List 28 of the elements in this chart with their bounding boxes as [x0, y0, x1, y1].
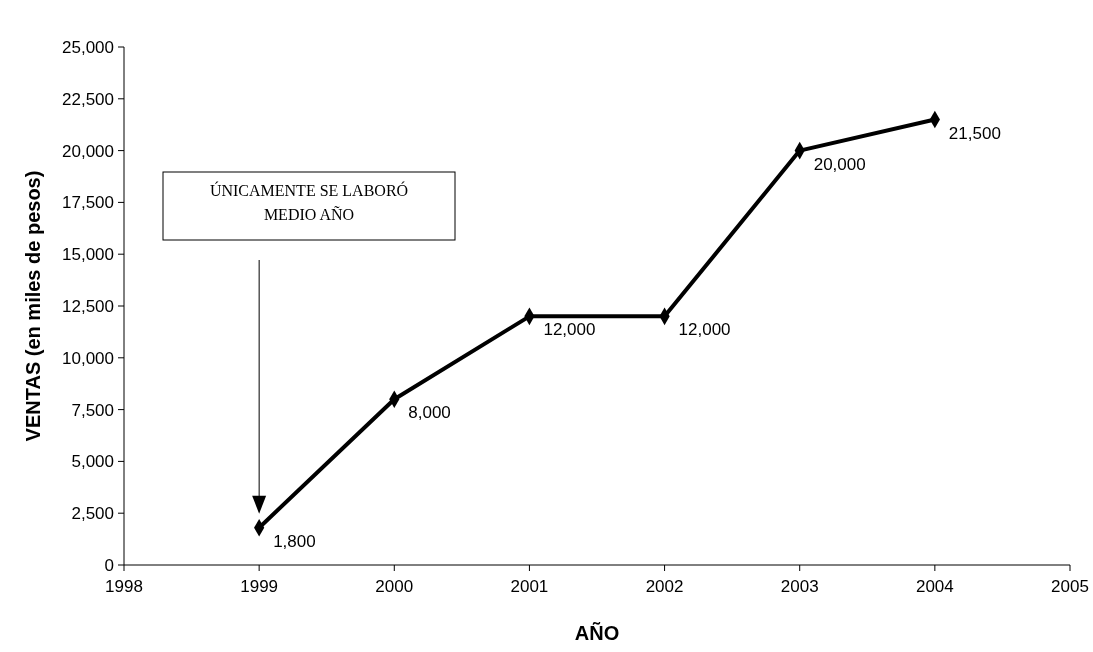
annotation: ÚNICAMENTE SE LABORÓ MEDIO AÑO: [209, 181, 409, 223]
data-label: 12,000: [543, 320, 596, 340]
data-label: 8,000: [408, 403, 451, 423]
x-tick-label: 2000: [375, 577, 414, 596]
data-label: 12,000: [678, 320, 731, 340]
data-label: 1,800: [273, 531, 316, 551]
x-tick-label: 2005: [1051, 577, 1089, 596]
x-tick-label: 2001: [510, 577, 549, 596]
x-tick-label: 2004: [915, 577, 954, 596]
y-tick-label: 17,500: [62, 193, 114, 213]
x-axis-title: AÑO: [574, 622, 620, 644]
y-tick-label: 0: [104, 555, 114, 575]
y-tick-label: 10,000: [62, 348, 114, 368]
y-tick-label: 25,000: [62, 37, 114, 57]
y-tick-label: 22,500: [62, 89, 114, 109]
y-axis-title: VENTAS (en miles de pesos): [22, 170, 44, 442]
y-tick-label: 15,000: [62, 245, 114, 265]
y-tick-label: 20,000: [62, 141, 114, 161]
y-tick-label: 5,000: [71, 452, 114, 472]
x-tick-label: 2003: [780, 577, 819, 596]
data-label: 21,500: [948, 123, 1001, 143]
x-tick-label: 2002: [645, 577, 684, 596]
y-tick-label: 7,500: [71, 400, 114, 420]
y-tick-label: 12,500: [62, 296, 114, 316]
y-tick-label: 2,500: [71, 504, 114, 524]
x-tick-label: 1998: [105, 577, 143, 596]
data-label: 20,000: [813, 154, 866, 174]
x-tick-label: 1999: [240, 577, 279, 596]
